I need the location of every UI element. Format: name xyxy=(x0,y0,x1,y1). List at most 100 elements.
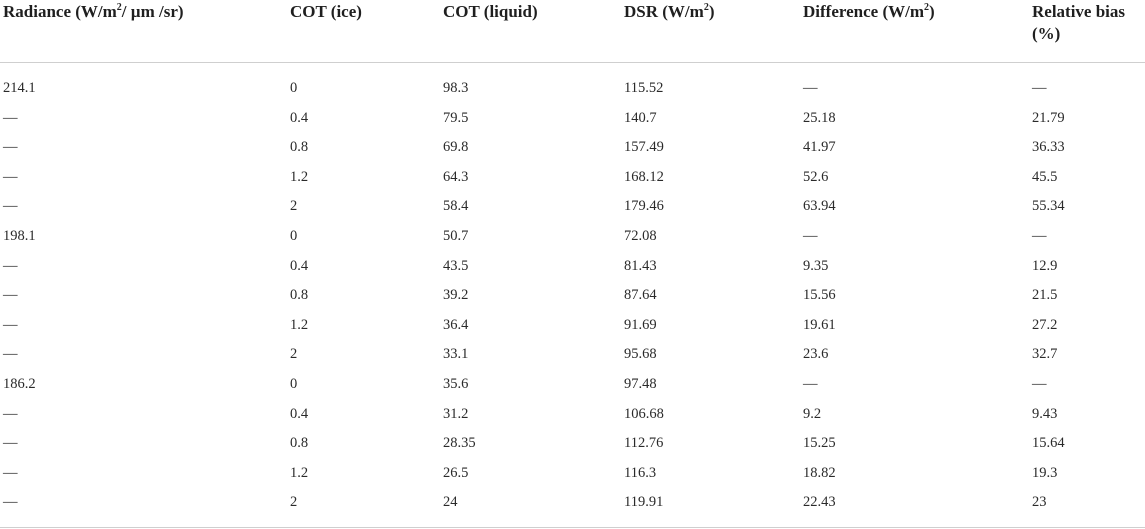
cell-cot-ice: 0 xyxy=(290,227,298,244)
cell-difference: — xyxy=(803,80,818,96)
cell-dsr: 157.49 xyxy=(624,139,664,156)
table-row: 186.2 0 35.6 97.48 — — xyxy=(0,370,1145,400)
cell-cot-ice: 1.2 xyxy=(290,464,309,481)
cell-radiance: — xyxy=(3,198,18,215)
table-row: — 2 33.1 95.68 23.6 32.7 xyxy=(0,340,1145,370)
cell-dsr: 72.08 xyxy=(624,227,657,244)
cell-relative-bias: 21.5 xyxy=(1032,287,1058,304)
cell-difference: 25.18 xyxy=(803,109,836,126)
cell-difference: 15.56 xyxy=(803,287,836,304)
cell-relative-bias: 19.3 xyxy=(1032,464,1058,481)
cell-difference: 63.94 xyxy=(803,198,836,215)
cell-cot-liquid: 26.5 xyxy=(443,464,469,481)
table-row: — 0.4 31.2 106.68 9.2 9.43 xyxy=(0,400,1145,430)
cell-cot-liquid: 35.6 xyxy=(443,375,469,392)
cell-cot-liquid: 64.3 xyxy=(443,168,469,185)
cell-cot-ice: 2 xyxy=(290,346,298,363)
table-row: 214.1 0 98.3 115.52 — — xyxy=(0,74,1145,104)
table-row: — 0.8 69.8 157.49 41.97 36.33 xyxy=(0,133,1145,163)
cell-cot-ice: 0.4 xyxy=(290,109,309,126)
cell-cot-liquid: 31.2 xyxy=(443,405,469,422)
cell-dsr: 81.43 xyxy=(624,257,657,274)
cell-dsr: 112.76 xyxy=(624,435,664,452)
cell-radiance: — xyxy=(3,168,18,185)
header-dsr: DSR (W/m2) xyxy=(624,2,715,21)
cell-cot-liquid: 58.4 xyxy=(443,198,469,215)
cell-relative-bias: 27.2 xyxy=(1032,316,1058,333)
table-row: — 0.8 39.2 87.64 15.56 21.5 xyxy=(0,281,1145,311)
cell-difference: 52.6 xyxy=(803,168,829,185)
cell-cot-liquid: 43.5 xyxy=(443,257,469,274)
cell-difference: 23.6 xyxy=(803,346,829,363)
cell-radiance: — xyxy=(3,287,18,304)
cell-difference: — xyxy=(803,227,818,244)
header-cot-liquid: COT (liquid) xyxy=(443,2,538,21)
cell-radiance: — xyxy=(3,494,18,511)
table-row: — 2 58.4 179.46 63.94 55.34 xyxy=(0,192,1145,222)
cell-difference: 22.43 xyxy=(803,494,836,511)
cell-dsr: 91.69 xyxy=(624,316,657,333)
cell-cot-ice: 0.4 xyxy=(290,257,309,274)
cell-dsr: 95.68 xyxy=(624,346,657,363)
cell-cot-ice: 0.8 xyxy=(290,287,309,304)
table-row: — 1.2 26.5 116.3 18.82 19.3 xyxy=(0,459,1145,489)
cell-relative-bias: 12.9 xyxy=(1032,257,1058,274)
header-cot-ice: COT (ice) xyxy=(290,2,362,21)
cell-radiance: 198.1 xyxy=(3,227,36,244)
cell-dsr: 116.3 xyxy=(624,464,657,481)
cell-cot-liquid: 28.35 xyxy=(443,435,476,452)
cell-cot-ice: 0.4 xyxy=(290,405,309,422)
cell-relative-bias: 36.33 xyxy=(1032,139,1065,156)
cell-cot-ice: 0.8 xyxy=(290,435,309,452)
cell-dsr: 97.48 xyxy=(624,375,657,392)
cell-dsr: 87.64 xyxy=(624,287,657,304)
cell-cot-liquid: 36.4 xyxy=(443,316,469,333)
cell-radiance: — xyxy=(3,139,18,156)
cell-radiance: — xyxy=(3,464,18,481)
cell-radiance: — xyxy=(3,435,18,452)
cell-radiance: — xyxy=(3,405,18,422)
cell-difference: 19.61 xyxy=(803,316,836,333)
cell-cot-ice: 2 xyxy=(290,494,298,511)
cell-difference: 18.82 xyxy=(803,464,836,481)
table-row: — 2 24 119.91 22.43 23 xyxy=(0,488,1145,518)
cell-relative-bias: — xyxy=(1032,80,1047,96)
cell-cot-ice: 1.2 xyxy=(290,316,309,333)
table-header-row: Radiance (W/m2/ µm /sr) COT (ice) COT (l… xyxy=(0,0,1145,63)
cell-dsr: 168.12 xyxy=(624,168,664,185)
cell-radiance: — xyxy=(3,109,18,126)
cell-radiance: 186.2 xyxy=(3,375,36,392)
header-difference: Difference (W/m2) xyxy=(803,2,935,21)
cell-cot-liquid: 69.8 xyxy=(443,139,469,156)
table-row: 198.1 0 50.7 72.08 — — xyxy=(0,222,1145,252)
cell-cot-liquid: 79.5 xyxy=(443,109,469,126)
cell-relative-bias: 15.64 xyxy=(1032,435,1065,452)
cell-relative-bias: — xyxy=(1032,375,1047,392)
cell-relative-bias: 45.5 xyxy=(1032,168,1058,185)
cell-relative-bias: 21.79 xyxy=(1032,109,1065,126)
cell-radiance: — xyxy=(3,257,18,274)
cell-cot-ice: 0.8 xyxy=(290,139,309,156)
table-row: — 1.2 64.3 168.12 52.6 45.5 xyxy=(0,163,1145,193)
table-row: — 0.4 79.5 140.7 25.18 21.79 xyxy=(0,104,1145,134)
cell-cot-liquid: 33.1 xyxy=(443,346,469,363)
cell-relative-bias: 23 xyxy=(1032,494,1047,511)
table-row: — 0.4 43.5 81.43 9.35 12.9 xyxy=(0,252,1145,282)
cell-difference: — xyxy=(803,375,818,392)
cell-dsr: 119.91 xyxy=(624,494,664,511)
cell-difference: 15.25 xyxy=(803,435,836,452)
cell-dsr: 115.52 xyxy=(624,80,664,96)
cell-dsr: 179.46 xyxy=(624,198,664,215)
cell-relative-bias: 55.34 xyxy=(1032,198,1065,215)
table-body: 214.1 0 98.3 115.52 — — — 0.4 79.5 140.7 25.18 21.7… xyxy=(0,74,1145,518)
cell-cot-liquid: 50.7 xyxy=(443,227,469,244)
cell-dsr: 140.7 xyxy=(624,109,657,126)
cell-cot-liquid: 39.2 xyxy=(443,287,469,304)
cell-relative-bias: 32.7 xyxy=(1032,346,1058,363)
cell-cot-liquid: 98.3 xyxy=(443,80,469,96)
cell-radiance: — xyxy=(3,346,18,363)
cell-relative-bias: — xyxy=(1032,227,1047,244)
cell-relative-bias: 9.43 xyxy=(1032,405,1058,422)
cell-cot-ice: 1.2 xyxy=(290,168,309,185)
data-table: Radiance (W/m2/ µm /sr) COT (ice) COT (l… xyxy=(0,0,1145,510)
